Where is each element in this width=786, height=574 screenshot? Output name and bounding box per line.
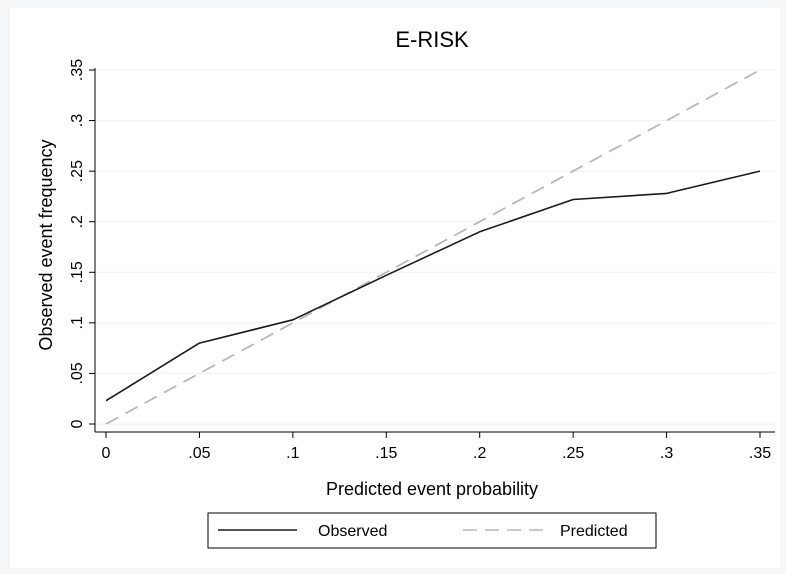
x-tick-label-4: .2 [473, 445, 486, 462]
chart-title: E-RISK [395, 27, 469, 52]
series-line-observed [105, 170, 761, 402]
legend-label-predicted: Predicted [560, 523, 628, 540]
x-axis-label: Predicted event probability [326, 479, 538, 499]
x-tick-label-6: .3 [660, 445, 673, 462]
y-tick-label-1: .05 [69, 362, 86, 384]
series-layer [105, 69, 761, 425]
legend: Observed Predicted [207, 512, 657, 549]
y-tick-label-7: .35 [69, 59, 86, 81]
x-tick-label-5: .25 [562, 445, 584, 462]
chart-background [10, 8, 780, 568]
y-tick-label-5: .25 [69, 160, 86, 182]
x-tick-label-2: .1 [286, 445, 299, 462]
grid-layer [95, 69, 775, 425]
y-tick-label-6: .3 [69, 114, 86, 127]
series-line-predicted [105, 69, 761, 425]
x-tick-label-0: 0 [102, 445, 111, 462]
y-axis-label: Observed event frequency [36, 139, 56, 350]
y-tick-label-4: .2 [69, 215, 86, 228]
axes-layer: 0 .05 .1 .15 .2 .25 .3 .35 0 .05 .1 .15 .2 .25 .3 .35 [69, 59, 775, 462]
y-tick-label-0: 0 [69, 419, 86, 428]
y-tick-label-3: .15 [69, 261, 86, 283]
y-tick-label-2: .1 [69, 316, 86, 329]
x-tick-label-1: .05 [188, 445, 210, 462]
x-tick-label-3: .15 [375, 445, 397, 462]
legend-label-observed: Observed [318, 523, 387, 540]
x-tick-label-7: .35 [749, 445, 771, 462]
